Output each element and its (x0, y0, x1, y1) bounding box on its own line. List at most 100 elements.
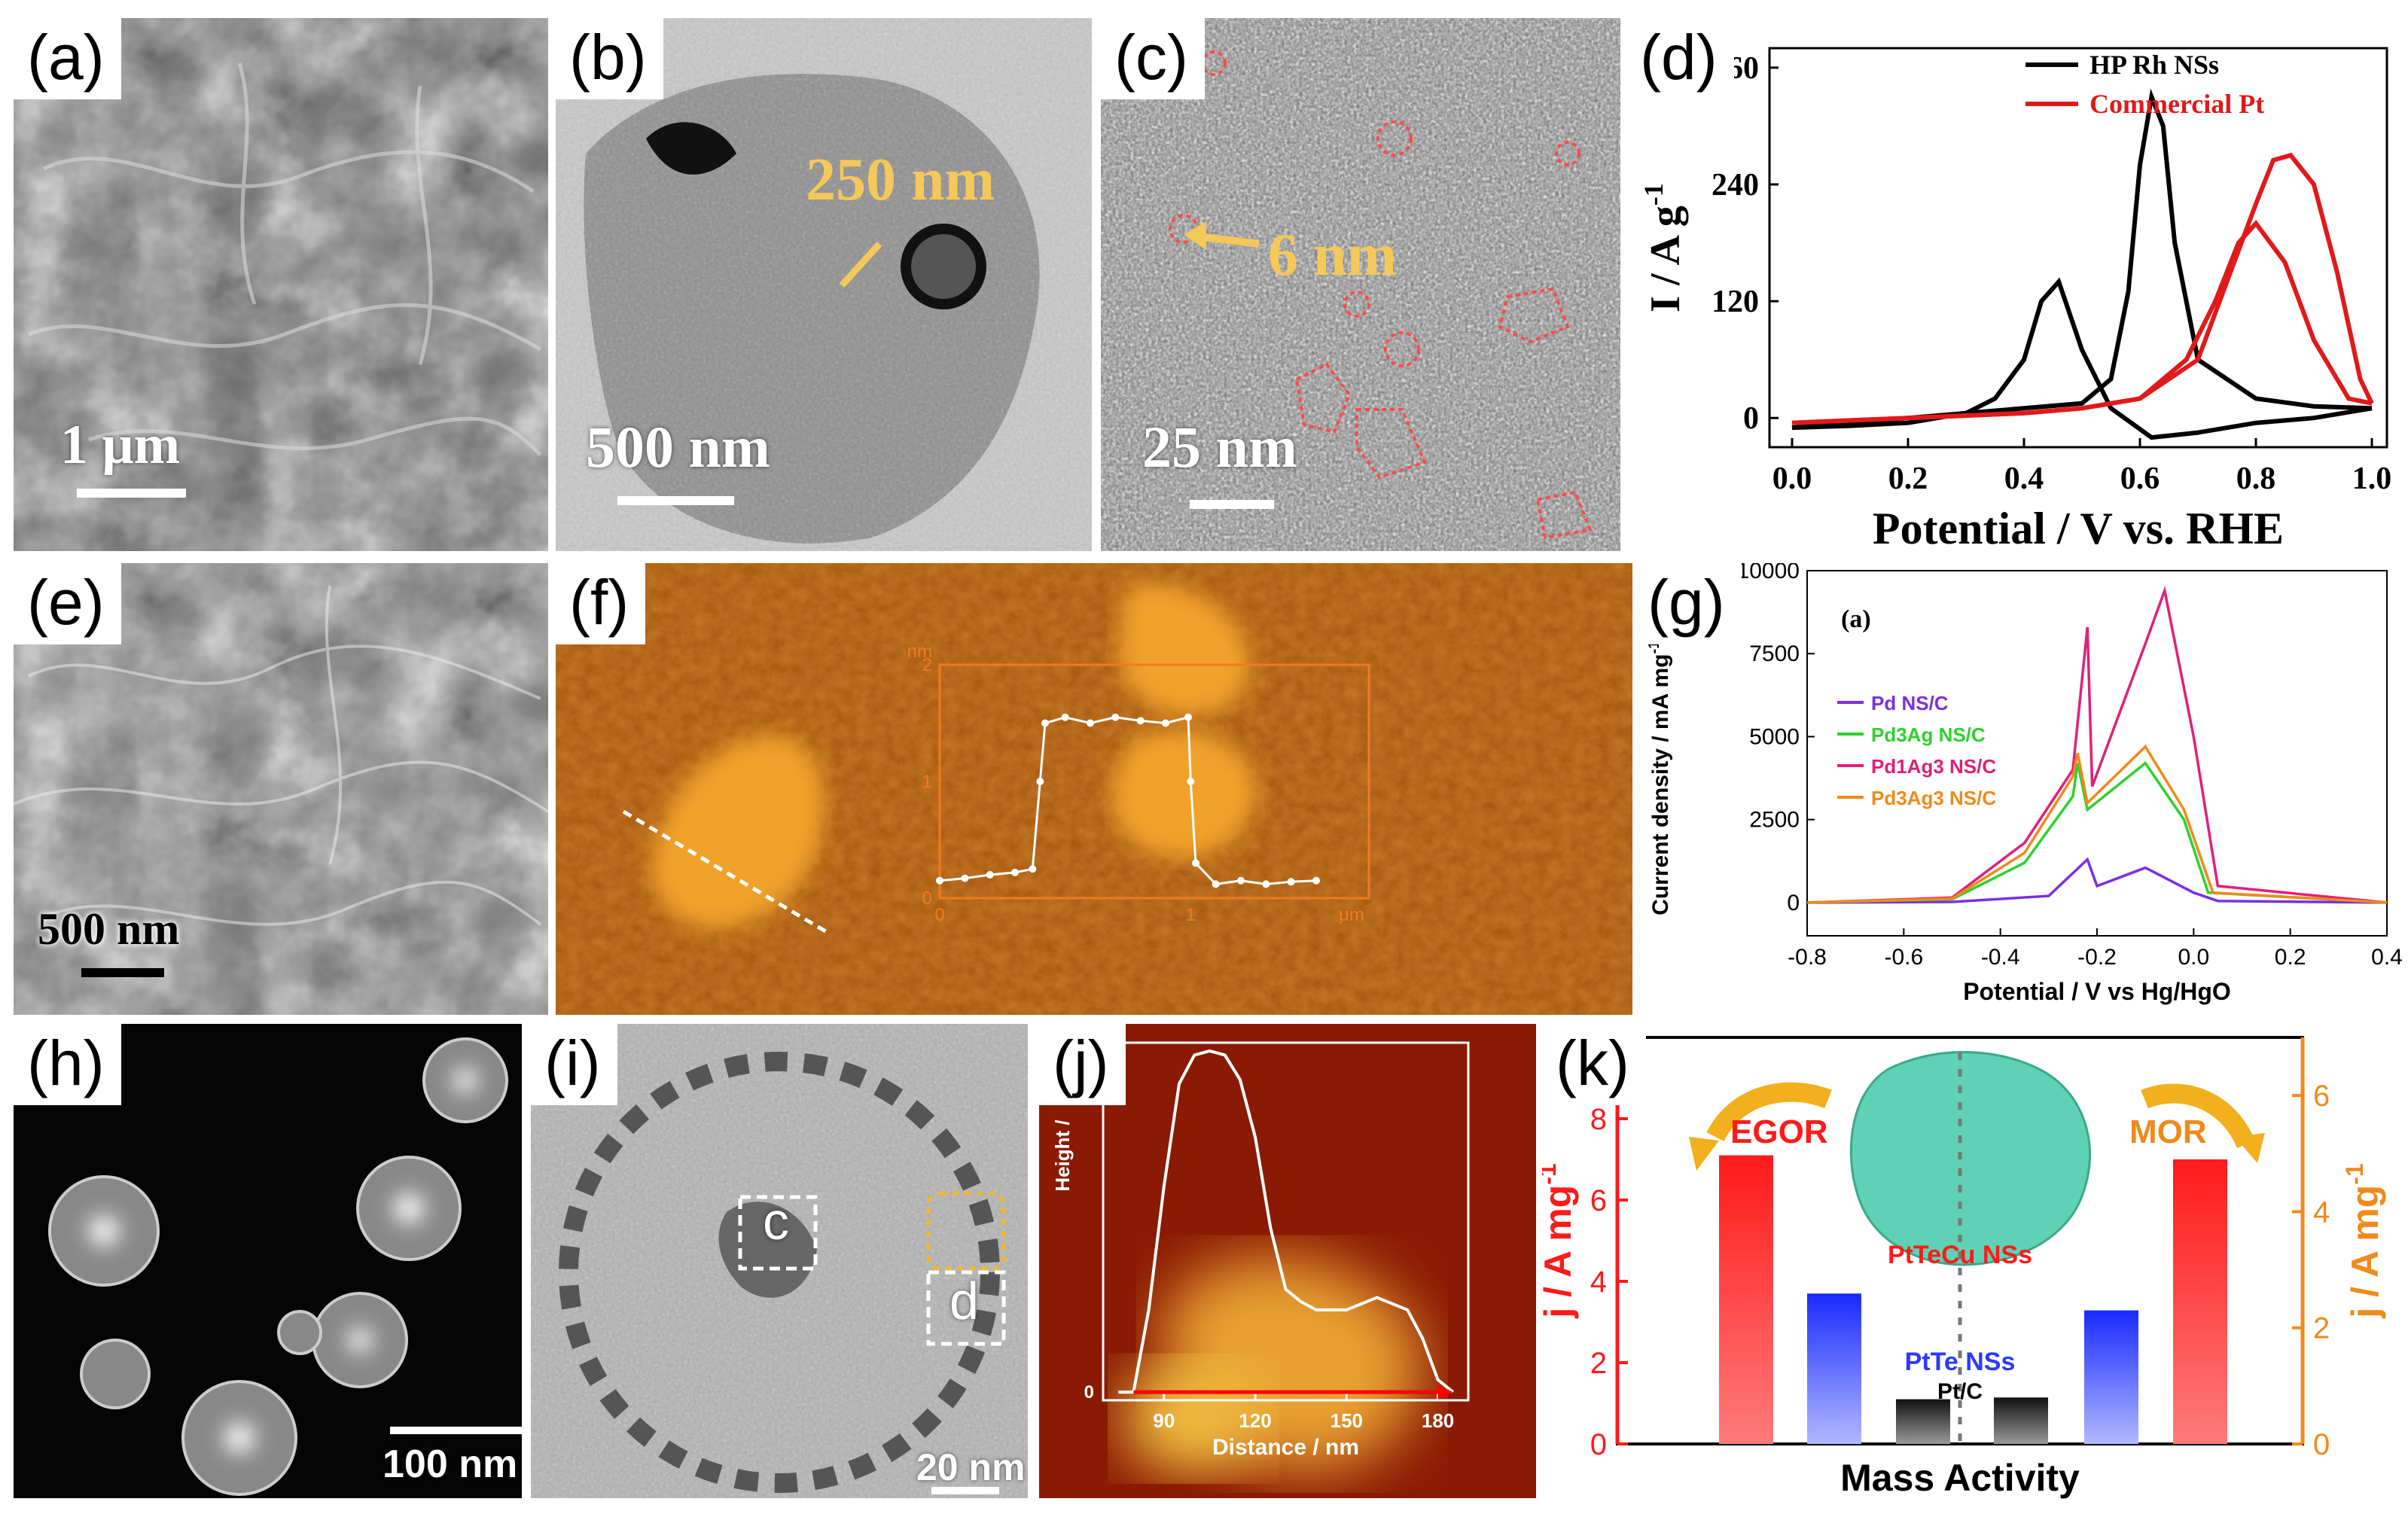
panel-i: (i) c d 20 nm (531, 1024, 1028, 1498)
scale-bar-h (390, 1427, 522, 1434)
x-tick-label-d: 0.8 (2236, 461, 2276, 496)
tem-image-c (1101, 18, 1620, 551)
x-tick-label-g: -0.8 (1788, 945, 1827, 970)
y-axis-label-d: I / A g-1 (1638, 183, 1689, 312)
size-annotation-b: 250 nm (806, 147, 995, 213)
x-axis-label-f: μm (1339, 905, 1364, 925)
y-axis-label-j: Height / (1051, 1119, 1074, 1191)
data-point-f (1041, 719, 1049, 727)
right-tick-label-k: 0 (2313, 1428, 2330, 1461)
left-tick-label-k: 6 (1590, 1184, 1607, 1217)
left-tick-label-k: 4 (1590, 1266, 1607, 1299)
scale-bar-i (931, 1487, 999, 1494)
ptte-label-k: PtTe NSs (1905, 1348, 2016, 1376)
x-tick-label-d: 0.6 (2120, 461, 2160, 496)
data-point-f (1136, 717, 1145, 725)
x-tick-label-g: 0.2 (2275, 945, 2306, 970)
x-tick-label-f: 0 (934, 905, 944, 925)
legend-label-g: Pd3Ag NS/C (1871, 723, 1986, 746)
pttecu-label-k: PtTeCu NSs (1888, 1241, 2032, 1269)
curved-arrow-left-icon (1706, 1082, 1832, 1142)
y-axis-label-f: nm (907, 641, 932, 662)
x-axis-label-d: Potential / V vs. RHE (1873, 504, 2284, 551)
bar-left-1 (1807, 1293, 1861, 1444)
box-label-c: c (763, 1192, 789, 1250)
data-point-f (1184, 713, 1192, 721)
data-point-f (1162, 719, 1169, 727)
y-tick-label-f: 0 (922, 888, 932, 909)
curved-arrow-right-icon (2141, 1083, 2255, 1149)
arrow-head-icon (1437, 1384, 1453, 1400)
panel-label-h: (h) (14, 1024, 121, 1106)
panel-f: 0 1 μm 0 1 2 nm (f) (556, 563, 1632, 1015)
afm-image-f: 0 1 μm 0 1 2nm (556, 563, 1632, 1015)
legend-label-g: Pd NS/C (1871, 692, 1949, 714)
series-line-g-1 (1806, 761, 2388, 904)
mor-label-k: MOR (2129, 1113, 2207, 1150)
data-point-f (1187, 778, 1195, 785)
panel-j: 90 120 150 180 Distance / nm 0 Height / (j) (1039, 1024, 1536, 1498)
series-line-j (1118, 1049, 1455, 1394)
x-tick-label-d: 0.0 (1772, 461, 1812, 496)
data-point-f (1111, 713, 1120, 721)
x-tick-label-g: 0.0 (2178, 945, 2209, 970)
left-tick-label-k: 0 (1590, 1428, 1607, 1461)
scale-bar-label-h: 100 nm (383, 1442, 518, 1486)
x-tick-label-j: 90 (1153, 1409, 1175, 1432)
scale-bar-c (1190, 500, 1274, 509)
tem-image-b (556, 18, 1092, 551)
right-tick-label-k: 4 (2313, 1196, 2330, 1229)
data-point-f (961, 874, 969, 882)
chart-g: -0.8 -0.6 -0.4 -0.2 0.0 0.2 0.4 0 2500 5000 7500 10… (1646, 563, 2402, 1005)
y-tick-label-f: 1 (922, 772, 932, 792)
data-point-f (936, 876, 943, 885)
sem-image-a (14, 18, 548, 551)
panel-c: (c) 6 nm 25 nm (1101, 18, 1620, 551)
afm-image-j: 90 120 150 180 Distance / nm 0 Height / (1039, 1024, 1536, 1498)
y-axis-label-g: Current density / mA mg-1Pd (1646, 621, 1679, 915)
data-point-f (1212, 880, 1220, 888)
scale-bar-label-a: 1 μm (60, 414, 181, 476)
x-tick-label-j: 120 (1239, 1409, 1271, 1432)
nanosheet-illustration (1849, 1051, 2091, 1266)
legend-label-g: Pd3Ag3 NS/C (1871, 787, 1996, 809)
panel-label-a: (a) (14, 18, 121, 100)
x-tick-label-j: 150 (1330, 1409, 1363, 1432)
inset-frame-f (938, 663, 1370, 900)
box-label-d: d (949, 1272, 979, 1330)
scale-bar-a (77, 489, 186, 498)
series-line-d-0-reverse (1791, 277, 2373, 440)
panel-label-e: (e) (14, 563, 121, 645)
scale-bar-label-b: 500 nm (586, 414, 770, 480)
panel-label-i: (i) (531, 1024, 617, 1106)
panel-h: (h) 100 nm (14, 1024, 522, 1498)
plot-frame-d (1768, 47, 2388, 449)
data-point-f (1287, 878, 1295, 886)
series-line-g-2 (1806, 586, 2388, 904)
y-tick-label-f: 2 (922, 655, 932, 675)
plot-frame-g (1806, 570, 2388, 937)
x-tick-label-g: -0.6 (1884, 945, 1923, 970)
y-tick-label-d: 120 (1712, 285, 1759, 319)
x-tick-label-g: -0.2 (2077, 945, 2117, 970)
panel-label-g: (g) (1634, 563, 1742, 645)
inner-label-g: (a) (1841, 605, 1871, 633)
bar-right-2 (2173, 1159, 2227, 1444)
x-axis-label-k: Mass Activity (1840, 1457, 2080, 1499)
data-point-f (1029, 865, 1037, 873)
data-point-f (1087, 719, 1094, 727)
right-tick-label-k: 2 (2313, 1312, 2330, 1345)
legend-label-d: HP Rh NSs (2089, 50, 2219, 80)
legend-label-d: Commercial Pt (2089, 89, 2264, 119)
panel-label-j: (j) (1039, 1024, 1126, 1106)
y-tick-label-g: 7500 (1749, 641, 1800, 666)
data-point-f (986, 871, 994, 879)
y-tick-label-g: 2500 (1749, 808, 1800, 833)
legend-label-g: Pd1Ag3 NS/C (1871, 755, 1996, 778)
data-point-f (1237, 876, 1245, 885)
x-tick-label-d: 1.0 (2352, 461, 2392, 496)
y-tick-label-g: 5000 (1749, 724, 1800, 749)
